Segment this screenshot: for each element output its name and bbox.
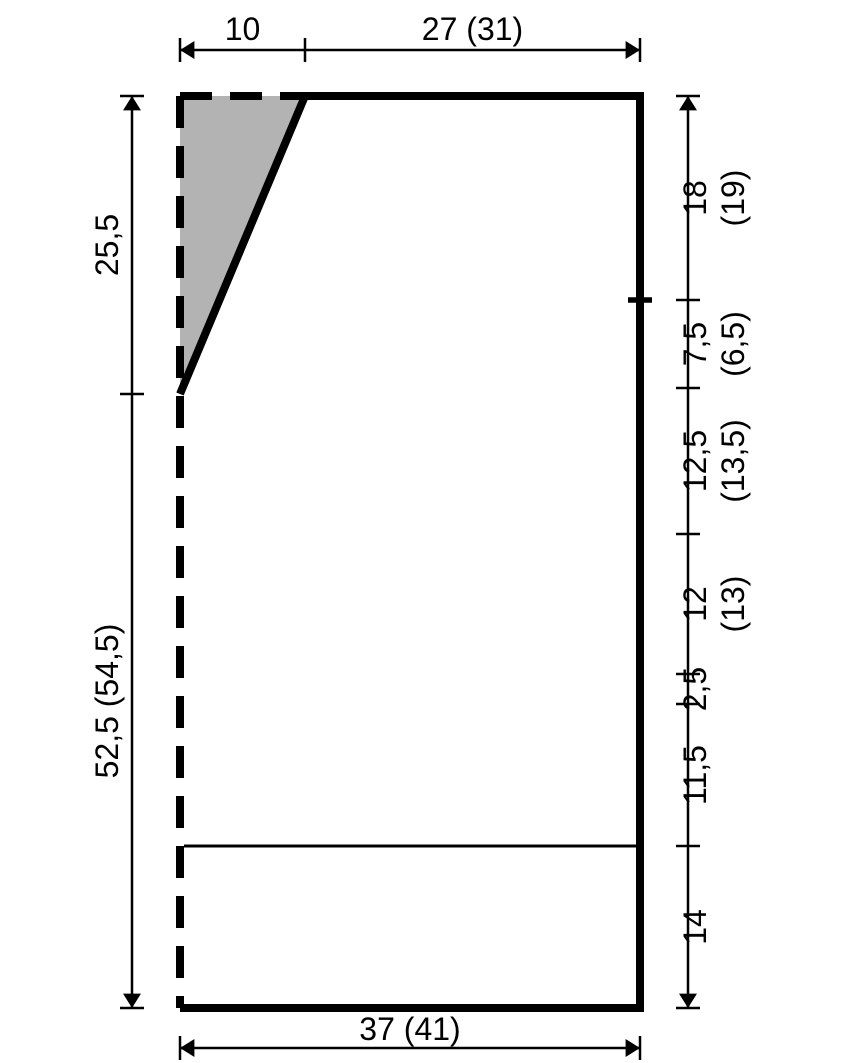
right-dim-1b: (19) (715, 170, 751, 227)
left-dim-bottom: 52,5 (54,5) (89, 624, 125, 779)
right-dim-1a: 18 (677, 180, 713, 216)
pattern-schematic: 10 27 (31) 37 (41) 25,5 52,5 (54,5) 18 7,5 12,5… (0, 0, 862, 1063)
right-dim-3b: (13,5) (715, 419, 751, 503)
right-dim-4a: 12 (677, 586, 713, 622)
right-dim-2a: 7,5 (677, 322, 713, 366)
left-dim-top: 25,5 (89, 214, 125, 276)
right-dim-4b: (13) (715, 576, 751, 633)
bottom-dim: 37 (41) (359, 1011, 460, 1047)
right-dim-7: 14 (677, 909, 713, 945)
top-dim-1: 10 (225, 11, 261, 47)
right-dim-2b: (6,5) (715, 311, 751, 377)
right-dim-3a: 12,5 (677, 430, 713, 492)
right-dim-5: 2,5 (677, 667, 713, 711)
right-dim-6: 11,5 (677, 745, 713, 805)
top-dim-2: 27 (31) (422, 11, 523, 47)
